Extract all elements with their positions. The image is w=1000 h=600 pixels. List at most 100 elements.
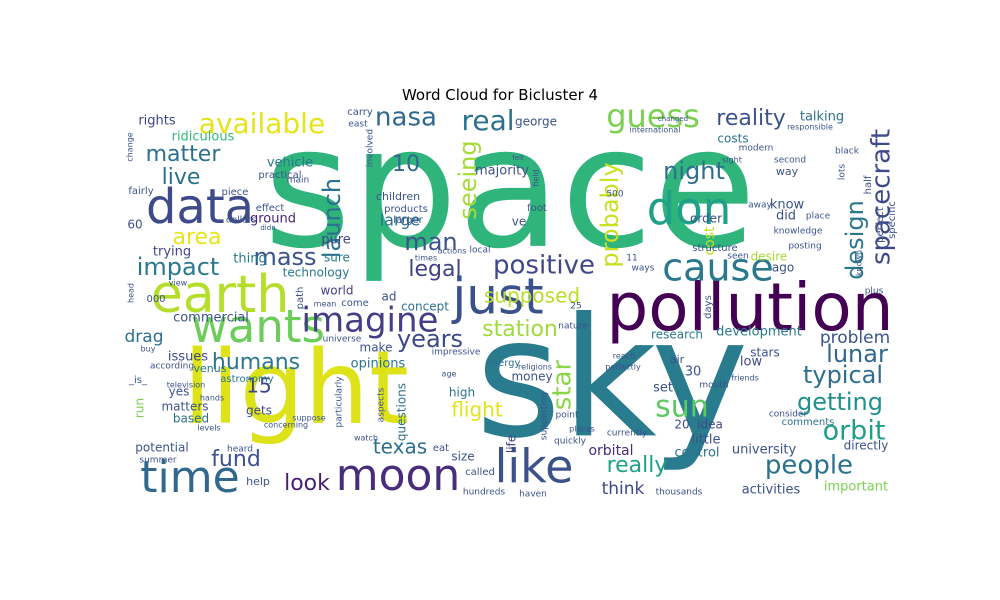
word-man: man <box>404 228 457 256</box>
word-space: space <box>264 90 757 286</box>
word-set: set <box>653 381 673 396</box>
word-20: 20 <box>674 418 689 432</box>
word-supporting: supporting <box>540 392 550 440</box>
word-products: products <box>384 204 428 215</box>
word-carry: carry <box>347 107 373 118</box>
word-particularly: particularly <box>335 376 345 428</box>
word-years: years <box>397 325 463 353</box>
word-think: think <box>602 479 645 499</box>
word-involved: involved <box>366 129 376 167</box>
word-time: time <box>140 452 239 503</box>
word-air: air <box>670 353 685 366</box>
word-orbit: orbit <box>823 416 886 447</box>
word-called: called <box>465 467 495 478</box>
word-reach: reach <box>613 352 635 361</box>
word-buy: buy <box>141 345 156 354</box>
word-children: children <box>376 190 420 203</box>
word-thing: thing <box>233 252 266 267</box>
word-modern: modern <box>739 144 774 154</box>
word-life: life <box>505 435 519 453</box>
word-drag: drag <box>125 327 164 347</box>
word-age: age <box>442 370 457 379</box>
word-ve: ve <box>512 215 526 229</box>
word-structure: structure <box>692 243 737 254</box>
word-wants: wants <box>191 300 325 353</box>
word-known: known <box>855 250 864 276</box>
word-seeing: seeing <box>454 140 482 219</box>
word-east: east <box>348 120 368 130</box>
word-activities: activities <box>742 483 801 498</box>
word-eat: eat <box>433 443 449 454</box>
word-currently: currently <box>607 429 648 439</box>
word-sun: sun <box>655 390 709 425</box>
word-nature: nature <box>558 322 588 332</box>
word-typical: typical <box>803 361 883 389</box>
word-university: university <box>732 443 797 458</box>
word-vehicle: vehicle <box>267 156 313 171</box>
word-important: important <box>824 480 888 495</box>
word-help: help <box>246 475 270 488</box>
word-size: size <box>451 450 474 464</box>
word-plus: plus <box>865 287 884 297</box>
word-spacecraft: spacecraft <box>867 129 897 265</box>
word-500: 500 <box>606 190 623 200</box>
word-summer: summer <box>139 456 176 466</box>
word-didn: didn <box>260 224 275 232</box>
word-places: places <box>569 425 595 434</box>
word-knowledge: knowledge <box>774 227 823 237</box>
word-make: make <box>360 341 393 355</box>
word-george: george <box>515 115 557 129</box>
word-flight: flight <box>451 398 503 422</box>
word-way: way <box>776 165 799 178</box>
word-yes: yes <box>169 385 190 399</box>
word-station: station <box>482 317 558 342</box>
word-majority: majority <box>475 164 529 179</box>
word-lunar: lunar <box>826 340 888 368</box>
word-felt: felt <box>512 154 524 162</box>
word-foot: foot <box>527 203 547 214</box>
word-supposed: supposed <box>484 284 580 308</box>
word-10: 10 <box>392 152 420 177</box>
word-actions: actions <box>438 247 467 256</box>
word-issues: issues <box>168 350 208 365</box>
word-opinions: opinions <box>351 357 406 372</box>
word-60: 60 <box>127 218 142 232</box>
word-design: design <box>841 200 869 280</box>
word-money: money <box>511 370 552 384</box>
word-effect: effect <box>256 203 285 214</box>
word-legal: legal <box>408 257 461 282</box>
word-fairly: fairly <box>128 186 153 197</box>
word-pure: pure <box>321 233 351 248</box>
word-matters: matters <box>161 400 208 414</box>
word-run: run <box>133 398 147 418</box>
word-hundreds: hundreds <box>463 488 506 498</box>
word-dollars: dollars <box>226 216 256 226</box>
word-larger: larger <box>393 215 423 226</box>
word-days: days <box>703 295 714 319</box>
word-comments: comments <box>782 417 835 428</box>
word-cost: cost <box>702 226 718 256</box>
word-sight: sight <box>722 156 742 165</box>
word-energy: energy <box>486 358 521 369</box>
word-come: come <box>341 298 369 309</box>
word-ground: ground <box>250 212 296 227</box>
word-15: 15 <box>246 374 271 398</box>
word-religions: religions <box>518 363 552 372</box>
word-point: point <box>556 411 579 421</box>
word-area: area <box>172 225 221 250</box>
word-data: data <box>146 179 254 235</box>
word-impact: impact <box>137 253 220 281</box>
word-idea: idea <box>697 418 723 432</box>
word-view: view <box>169 279 188 288</box>
word-launch: launch <box>318 178 346 258</box>
word-star: star <box>548 360 578 411</box>
word-technology: technology <box>283 266 350 280</box>
word-change: change <box>126 132 135 162</box>
word-responsible: responsible <box>787 123 833 132</box>
word-quickly: quickly <box>554 437 587 447</box>
word-second: second <box>774 156 806 166</box>
word-research: research <box>651 328 703 342</box>
word-desire: desire <box>751 250 788 264</box>
word-gets: gets <box>246 404 272 418</box>
